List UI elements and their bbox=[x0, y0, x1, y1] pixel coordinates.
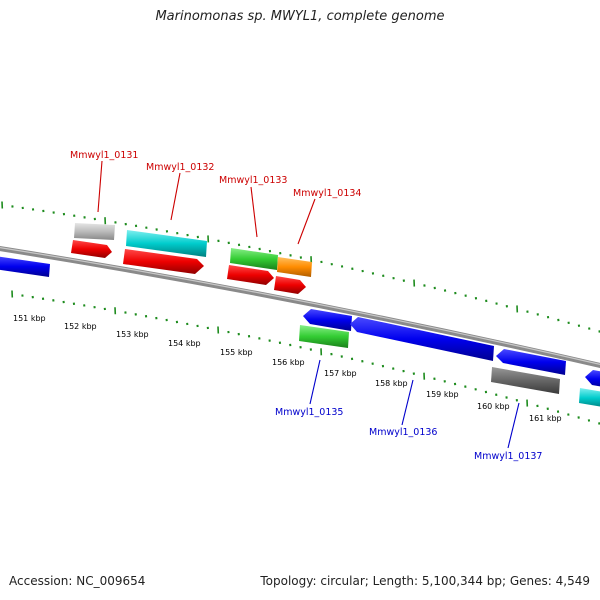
bottom-gene-labels: Mmwyl1_0135 Mmwyl1_0136 Mmwyl1_0137 bbox=[275, 359, 542, 462]
gene-mmwyl1-0137-box[interactable] bbox=[491, 367, 560, 394]
outer-tick-track bbox=[1, 201, 600, 333]
accession-text: Accession: NC_009654 bbox=[9, 574, 146, 588]
gene-label-mmwyl1-0134[interactable]: Mmwyl1_0134 bbox=[293, 188, 361, 199]
kbp-labels: 151 kbp 152 kbp 153 kbp 154 kbp 155 kbp … bbox=[13, 314, 562, 423]
kbp-label: 157 kbp bbox=[324, 369, 357, 378]
gene-label-mmwyl1-0131[interactable]: Mmwyl1_0131 bbox=[70, 150, 138, 161]
leader-line bbox=[507, 402, 520, 449]
gene-arrow-red-3[interactable] bbox=[227, 265, 274, 285]
gene-arrow-blue-1[interactable] bbox=[303, 309, 352, 331]
kbp-label: 161 kbp bbox=[529, 414, 562, 423]
kbp-label: 153 kbp bbox=[116, 330, 149, 339]
gene-mmwyl1-0133-box[interactable] bbox=[230, 248, 278, 270]
gene-arrow-blue-left[interactable] bbox=[0, 256, 50, 277]
kbp-label: 151 kbp bbox=[13, 314, 46, 323]
gene-mmwyl1-0135-box[interactable] bbox=[299, 325, 349, 348]
gene-arrow-blue-4[interactable] bbox=[585, 370, 600, 388]
gene-arrow-red-1[interactable] bbox=[71, 240, 112, 258]
leader-line bbox=[401, 379, 414, 426]
gene-label-mmwyl1-0137[interactable]: Mmwyl1_0137 bbox=[474, 451, 542, 462]
gene-label-mmwyl1-0133[interactable]: Mmwyl1_0133 bbox=[219, 175, 287, 186]
leader-line bbox=[170, 172, 181, 221]
leader-line bbox=[297, 198, 316, 245]
inner-tick-track bbox=[11, 290, 600, 425]
kbp-label: 158 kbp bbox=[375, 379, 408, 388]
leader-line bbox=[250, 186, 258, 238]
gene-label-mmwyl1-0135[interactable]: Mmwyl1_0135 bbox=[275, 407, 343, 418]
gene-arrow-red-4[interactable] bbox=[274, 276, 306, 294]
gene-mmwyl1-0131-box[interactable] bbox=[74, 223, 115, 240]
gene-label-mmwyl1-0132[interactable]: Mmwyl1_0132 bbox=[146, 162, 214, 173]
top-gene-labels: Mmwyl1_0131 Mmwyl1_0132 Mmwyl1_0133 Mmwy… bbox=[70, 150, 361, 245]
kbp-label: 159 kbp bbox=[426, 390, 459, 399]
kbp-label: 156 kbp bbox=[272, 358, 305, 367]
leader-line bbox=[97, 160, 103, 213]
kbp-label: 155 kbp bbox=[220, 348, 253, 357]
gene-mmwyl1-0134-box[interactable] bbox=[277, 257, 312, 277]
gene-arrow-blue-3[interactable] bbox=[496, 349, 566, 375]
gene-mmwyl1-0132-box[interactable] bbox=[126, 230, 207, 257]
gene-arrow-red-2[interactable] bbox=[123, 249, 204, 274]
map-title: Marinomonas sp. MWYL1, complete genome bbox=[155, 9, 445, 24]
kbp-label: 152 kbp bbox=[64, 322, 97, 331]
kbp-label: 154 kbp bbox=[168, 339, 201, 348]
kbp-label: 160 kbp bbox=[477, 402, 510, 411]
gene-arrow-blue-2[interactable] bbox=[350, 317, 494, 361]
leader-line bbox=[309, 359, 321, 405]
gene-cyan-right[interactable] bbox=[579, 388, 600, 408]
genome-summary-text: Topology: circular; Length: 5,100,344 bp… bbox=[260, 574, 590, 588]
backbone bbox=[0, 246, 600, 368]
gene-label-mmwyl1-0136[interactable]: Mmwyl1_0136 bbox=[369, 427, 437, 438]
